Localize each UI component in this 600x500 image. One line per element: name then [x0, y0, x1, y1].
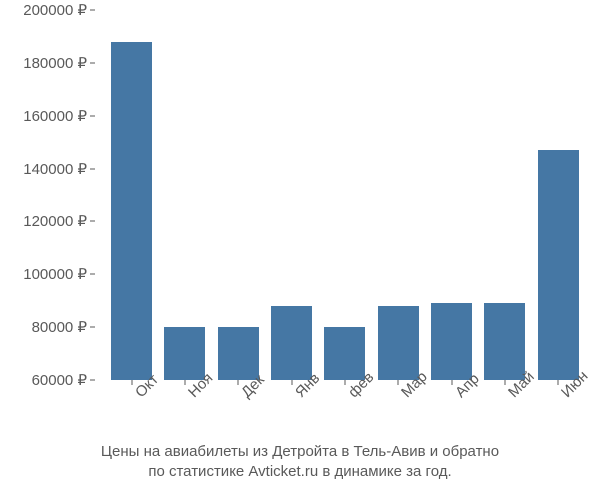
- y-tick-label: 140000 ₽: [23, 160, 87, 178]
- y-tick-label: 60000 ₽: [32, 371, 87, 389]
- bar: [378, 306, 419, 380]
- bar: [271, 306, 312, 380]
- y-tick-label: 180000 ₽: [23, 54, 87, 72]
- y-tick-mark: [90, 168, 95, 169]
- x-tick-mark: [451, 380, 452, 385]
- bars-container: [100, 10, 590, 380]
- bar: [538, 150, 579, 380]
- y-tick-label: 100000 ₽: [23, 265, 87, 283]
- y-tick-label: 120000 ₽: [23, 212, 87, 230]
- x-tick-mark: [344, 380, 345, 385]
- price-chart: 60000 ₽ 80000 ₽ 100000 ₽ 120000 ₽ 140000 ₽ 16…: [0, 0, 600, 500]
- y-tick-label: 160000 ₽: [23, 107, 87, 125]
- x-axis: Окт Ноя Дек Янвфев Мар Апр Май Июн: [100, 385, 590, 445]
- caption-line-1: Цены на авиабилеты из Детройта в Тель-Ав…: [101, 443, 499, 460]
- bar: [431, 303, 472, 380]
- x-tick-mark: [504, 380, 505, 385]
- y-tick-label: 200000 ₽: [23, 1, 87, 19]
- y-tick-mark: [90, 327, 95, 328]
- x-label-wrap: Июн: [538, 385, 579, 445]
- x-label-wrap: Апр: [431, 385, 472, 445]
- x-label-wrap: фев: [324, 385, 365, 445]
- y-tick-label: 80000 ₽: [32, 318, 87, 336]
- y-axis: 60000 ₽80000 ₽100000 ₽120000 ₽140000 ₽16…: [0, 10, 95, 380]
- x-tick-mark: [238, 380, 239, 385]
- y-tick-mark: [90, 62, 95, 63]
- x-tick-mark: [131, 380, 132, 385]
- x-label-wrap: Май: [484, 385, 525, 445]
- bar: [484, 303, 525, 380]
- y-tick-mark: [90, 221, 95, 222]
- y-tick-mark: [90, 274, 95, 275]
- x-tick-mark: [558, 380, 559, 385]
- x-tick-mark: [184, 380, 185, 385]
- plot-area: [100, 10, 590, 380]
- x-label-wrap: Дек: [218, 385, 259, 445]
- x-label-wrap: Янв: [271, 385, 312, 445]
- x-label-wrap: Ноя: [164, 385, 205, 445]
- x-label-wrap: Мар: [378, 385, 419, 445]
- y-tick-mark: [90, 10, 95, 11]
- bar: [111, 42, 152, 380]
- x-tick-mark: [291, 380, 292, 385]
- bar: [218, 327, 259, 380]
- x-tick-mark: [398, 380, 399, 385]
- y-tick-mark: [90, 115, 95, 116]
- x-label-wrap: Окт: [111, 385, 152, 445]
- chart-caption: Цены на авиабилеты из Детройта в Тель-Ав…: [0, 442, 600, 483]
- bar: [324, 327, 365, 380]
- bar: [164, 327, 205, 380]
- caption-line-2: по статистике Avticket.ru в динамике за …: [148, 463, 451, 480]
- y-tick-mark: [90, 380, 95, 381]
